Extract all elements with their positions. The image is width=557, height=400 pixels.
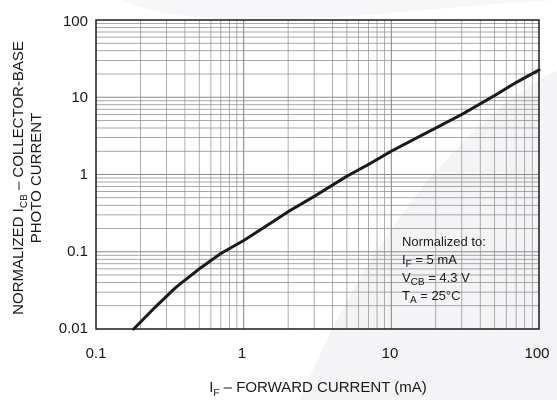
y-tick-labels: 100 10 1 0.1 0.01	[59, 13, 88, 337]
x-tick-label-100: 100	[524, 345, 549, 362]
x-axis-title: IF – FORWARD CURRENT (mA)	[209, 379, 427, 399]
y-tick-label-10: 10	[71, 89, 88, 106]
normalization-note: Normalized to: IF = 5 mA VCB = 4.3 V TA …	[402, 234, 486, 306]
plot-frame	[95, 19, 540, 330]
grid	[96, 20, 539, 329]
x-tick-label-10: 10	[382, 345, 399, 362]
note-line-if: IF = 5 mA	[402, 252, 457, 270]
y-tick-label-100: 100	[63, 13, 88, 30]
y-tick-label-0.1: 0.1	[67, 243, 88, 260]
photo-current-curve	[132, 68, 541, 331]
y-tick-label-1: 1	[80, 166, 88, 183]
y-axis-title-line1: NORMALIZED ICB – COLLECTOR-BASE	[10, 41, 30, 315]
y-tick-label-0.01: 0.01	[59, 320, 88, 337]
y-axis-title: NORMALIZED ICB – COLLECTOR-BASE PHOTO CU…	[10, 41, 45, 315]
x-tick-label-0.1: 0.1	[86, 345, 107, 362]
note-title: Normalized to:	[402, 234, 486, 249]
y-axis-title-line2: PHOTO CURRENT	[28, 113, 45, 244]
x-tick-label-1: 1	[238, 345, 246, 362]
x-tick-labels: 0.1 1 10 100	[86, 345, 550, 362]
note-line-ta: TA = 25°C	[402, 288, 461, 306]
note-line-vcb: VCB = 4.3 V	[402, 270, 470, 288]
